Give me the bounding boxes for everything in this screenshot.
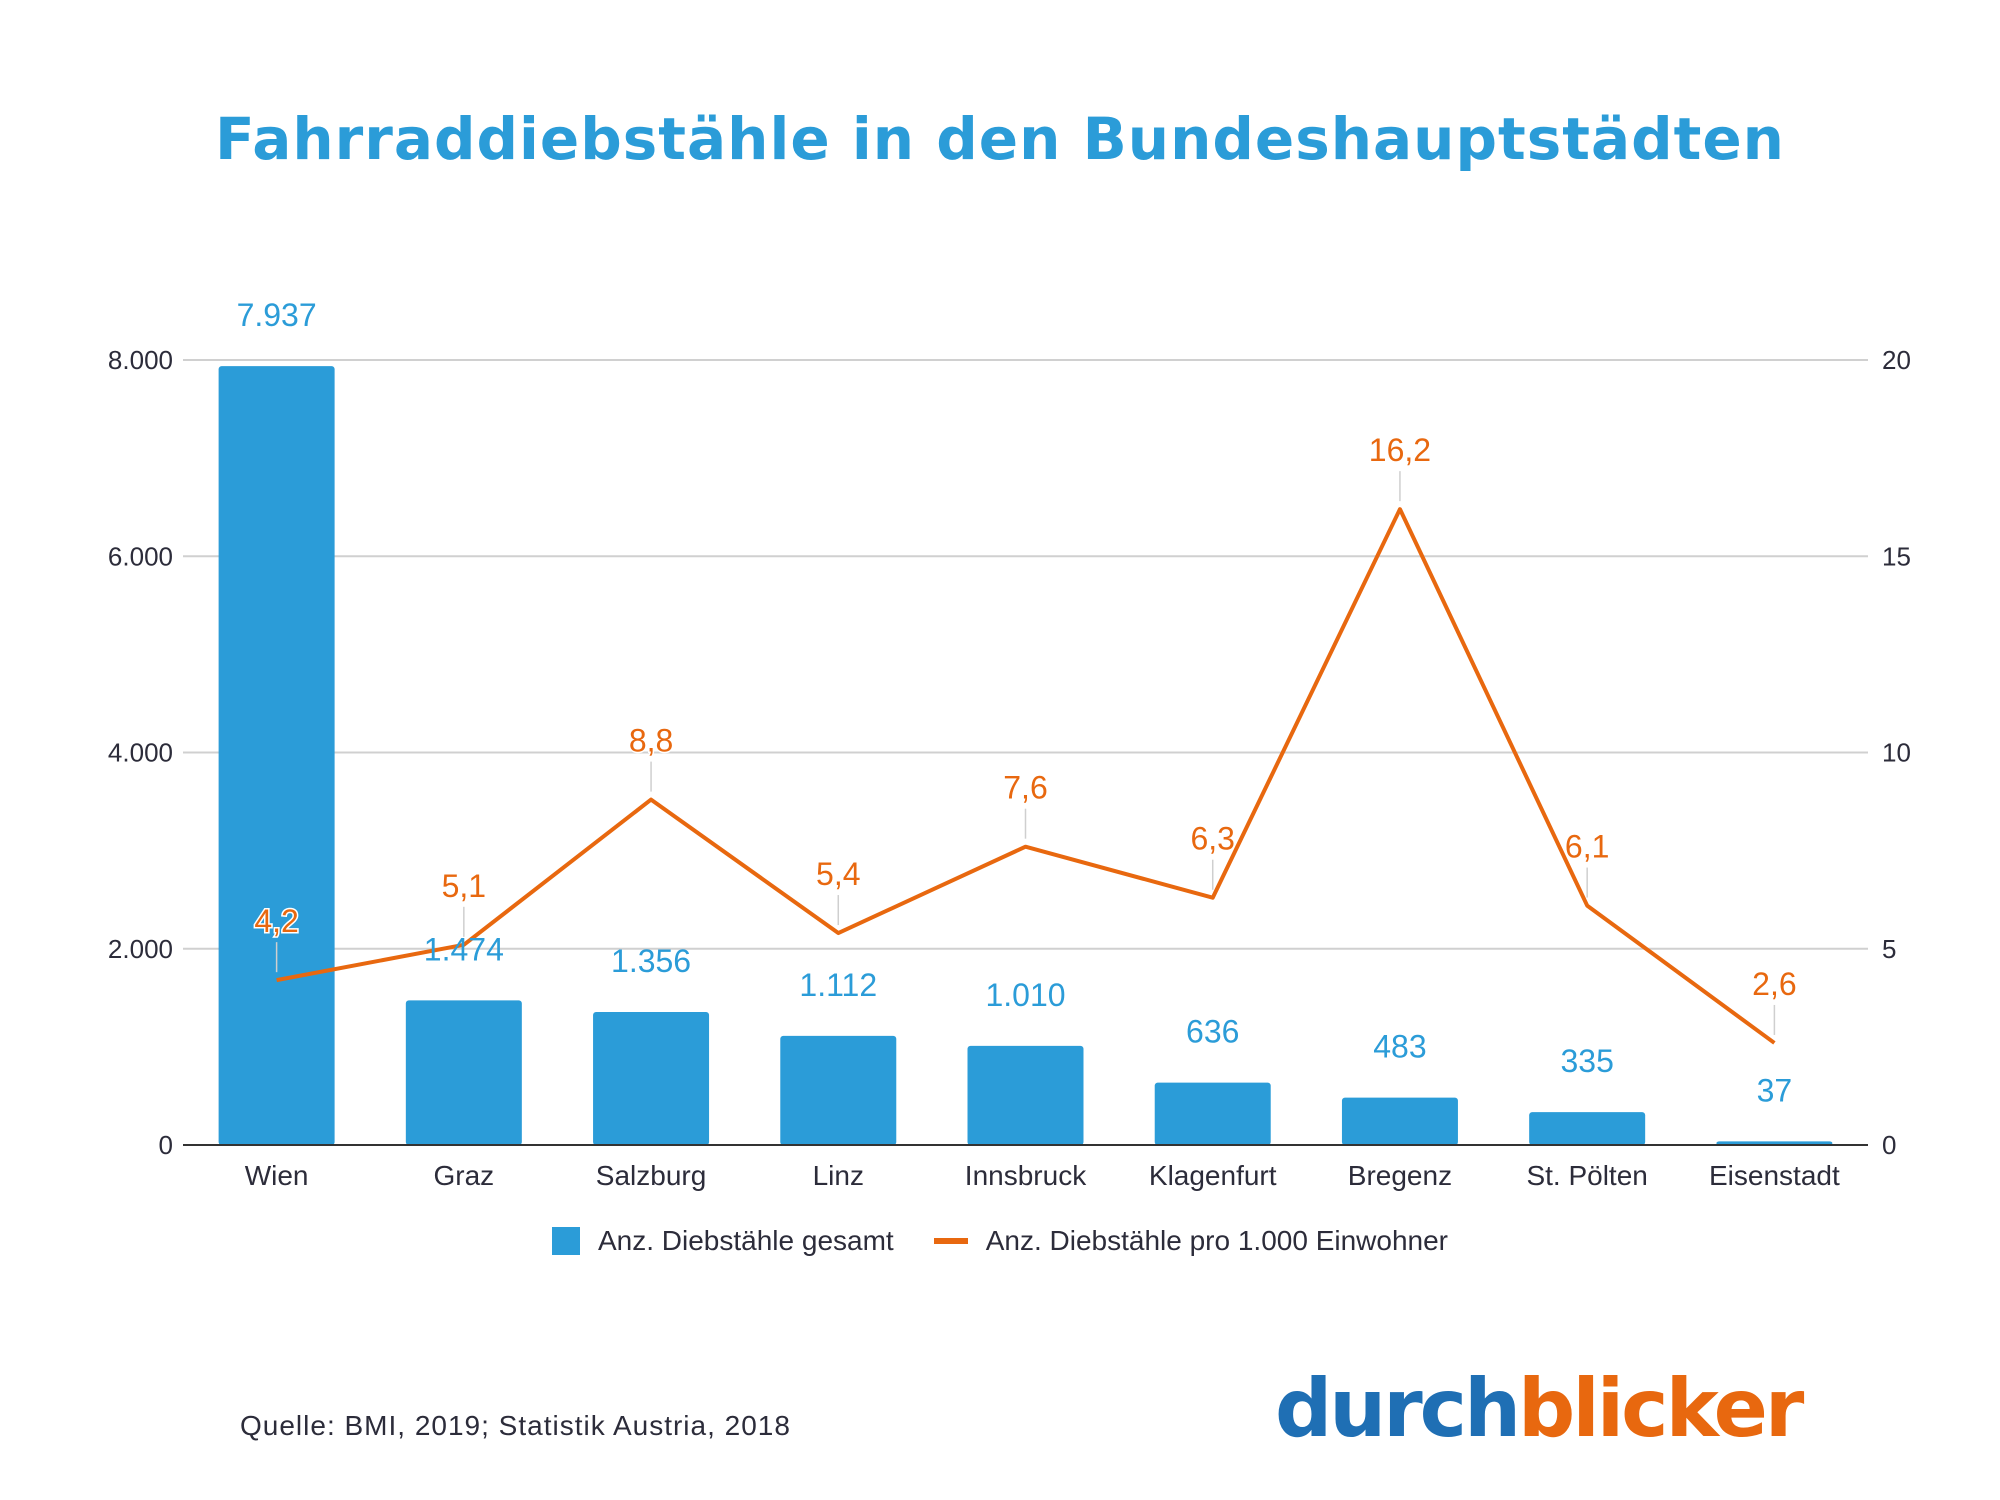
x-tick-label: Klagenfurt <box>1149 1160 1277 1191</box>
line-data-label: 7,6 <box>1003 770 1047 806</box>
y-left-tick-label: 2.000 <box>108 934 173 964</box>
bar <box>593 1011 710 1145</box>
bar <box>967 1045 1084 1145</box>
logo-part-durch: durch <box>1275 1362 1521 1455</box>
bar-data-label: 1.112 <box>799 967 877 1003</box>
source-note: Quelle: BMI, 2019; Statistik Austria, 20… <box>240 1410 791 1441</box>
bar-data-label: 483 <box>1373 1029 1426 1065</box>
bar <box>1154 1082 1271 1145</box>
bar-data-label: 7.937 <box>237 297 317 333</box>
y-left-tick-label: 6.000 <box>108 541 173 571</box>
x-tick-label: Linz <box>813 1160 864 1191</box>
line-data-label: 6,3 <box>1190 821 1234 857</box>
x-tick-label: Wien <box>245 1160 309 1191</box>
line-data-label: 5,4 <box>816 856 860 892</box>
y-right-tick-label: 0 <box>1882 1130 1896 1160</box>
line-data-label: 8,8 <box>629 723 673 759</box>
bar-data-label: 1.356 <box>611 943 691 979</box>
bar <box>1341 1097 1458 1145</box>
bar <box>405 1000 522 1145</box>
legend-swatch-bar <box>551 1227 580 1255</box>
bar-data-label: 1.474 <box>424 931 504 967</box>
y-right-tick-label: 10 <box>1882 738 1911 768</box>
bar-data-label: 636 <box>1186 1014 1239 1050</box>
brand-logo: durchblicker <box>1275 1362 1804 1455</box>
legend-item-line: Anz. Diebstähle pro 1.000 Einwohner <box>933 1225 1448 1257</box>
y-right-tick-label: 5 <box>1882 934 1896 964</box>
x-tick-label: Eisenstadt <box>1709 1160 1840 1191</box>
x-tick-label: Innsbruck <box>965 1160 1087 1191</box>
y-left-tick-label: 8.000 <box>108 345 173 375</box>
line-data-label: 5,1 <box>442 868 486 904</box>
x-tick-label: Graz <box>433 1160 494 1191</box>
legend-item-bar: Anz. Diebstähle gesamt <box>551 1225 894 1257</box>
legend-label-line: Anz. Diebstähle pro 1.000 Einwohner <box>985 1225 1448 1256</box>
legend-swatch-line <box>933 1238 968 1244</box>
bar <box>218 366 335 1145</box>
bar-data-label: 335 <box>1560 1043 1613 1079</box>
line-data-label: 4,2 <box>254 903 298 939</box>
chart-legend: Anz. Diebstähle gesamt Anz. Diebstähle p… <box>0 1225 2000 1257</box>
logo-part-blicker: blicker <box>1518 1362 1804 1455</box>
y-right-tick-label: 15 <box>1882 541 1911 571</box>
x-tick-label: Salzburg <box>596 1160 707 1191</box>
bar-data-label: 37 <box>1757 1072 1793 1108</box>
y-left-tick-label: 0 <box>159 1130 173 1160</box>
x-tick-label: St. Pölten <box>1526 1160 1647 1191</box>
line-data-label: 2,6 <box>1752 966 1796 1002</box>
line-data-label: 6,1 <box>1565 829 1609 865</box>
bar-data-label: 1.010 <box>985 977 1065 1013</box>
y-left-tick-label: 4.000 <box>108 738 173 768</box>
bar <box>1529 1112 1646 1145</box>
bar <box>780 1035 897 1145</box>
line-series <box>276 507 1776 1045</box>
x-tick-label: Bregenz <box>1348 1160 1452 1191</box>
legend-label-bar: Anz. Diebstähle gesamt <box>597 1225 894 1256</box>
line-data-label: 16,2 <box>1369 432 1431 468</box>
y-right-tick-label: 20 <box>1882 345 1911 375</box>
chart-title: Fahrraddiebstähle in den Bundeshauptstäd… <box>215 105 1785 173</box>
